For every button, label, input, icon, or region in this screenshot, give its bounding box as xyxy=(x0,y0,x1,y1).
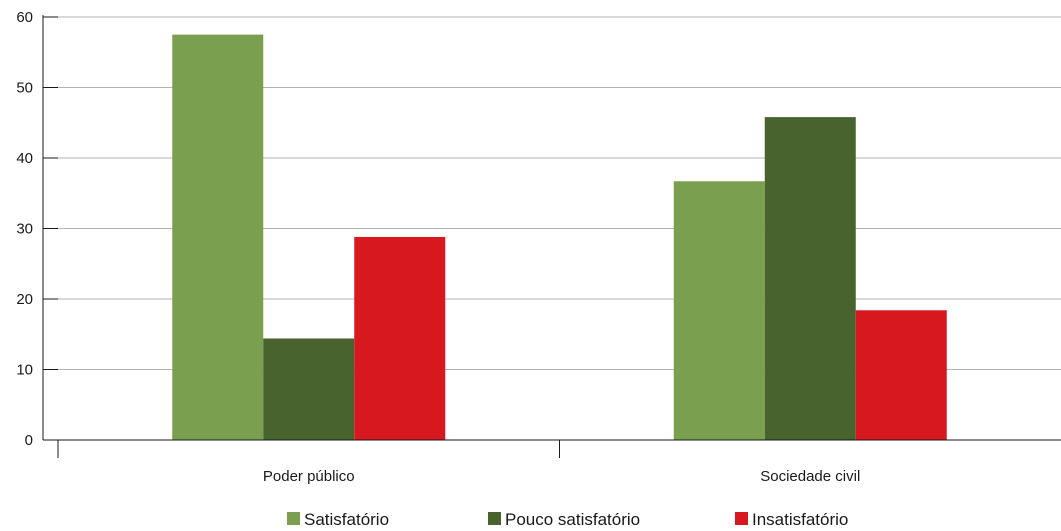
legend-label: Satisfatório xyxy=(304,510,389,529)
bar-insatisfat-rio-1 xyxy=(855,310,947,440)
bar-satisfat-rio-0 xyxy=(172,34,264,440)
legend-label: Insatisfatório xyxy=(752,510,848,529)
legend-label: Pouco satisfatório xyxy=(505,510,640,529)
x-category-labels: Poder público Sociedade civil xyxy=(263,468,860,485)
bar-satisfat-rio-1 xyxy=(673,181,765,440)
bar-pouco-satisfat-rio-1 xyxy=(764,117,856,441)
x-category-label: Sociedade civil xyxy=(760,468,860,485)
y-tick-label: 40 xyxy=(16,150,33,167)
y-tick-label: 60 xyxy=(16,9,33,26)
legend-swatch xyxy=(287,512,300,525)
y-tick-label: 0 xyxy=(25,432,33,449)
axes xyxy=(42,15,1061,458)
x-category-label: Poder público xyxy=(263,468,355,485)
legend-swatch xyxy=(488,512,501,525)
legend-swatch xyxy=(735,512,748,525)
legend: Satisfatório Pouco satisfatório Insatisfat… xyxy=(287,510,848,529)
y-tick-label: 10 xyxy=(16,362,33,379)
bar-insatisfat-rio-0 xyxy=(354,236,446,440)
bars xyxy=(172,34,947,441)
y-tick-label: 50 xyxy=(16,80,33,97)
y-tick-label: 30 xyxy=(16,221,33,238)
y-tick-label: 20 xyxy=(16,291,33,308)
bar-pouco-satisfat-rio-0 xyxy=(263,338,355,440)
y-tick-labels: 0 10 20 30 40 50 60 xyxy=(16,9,33,449)
